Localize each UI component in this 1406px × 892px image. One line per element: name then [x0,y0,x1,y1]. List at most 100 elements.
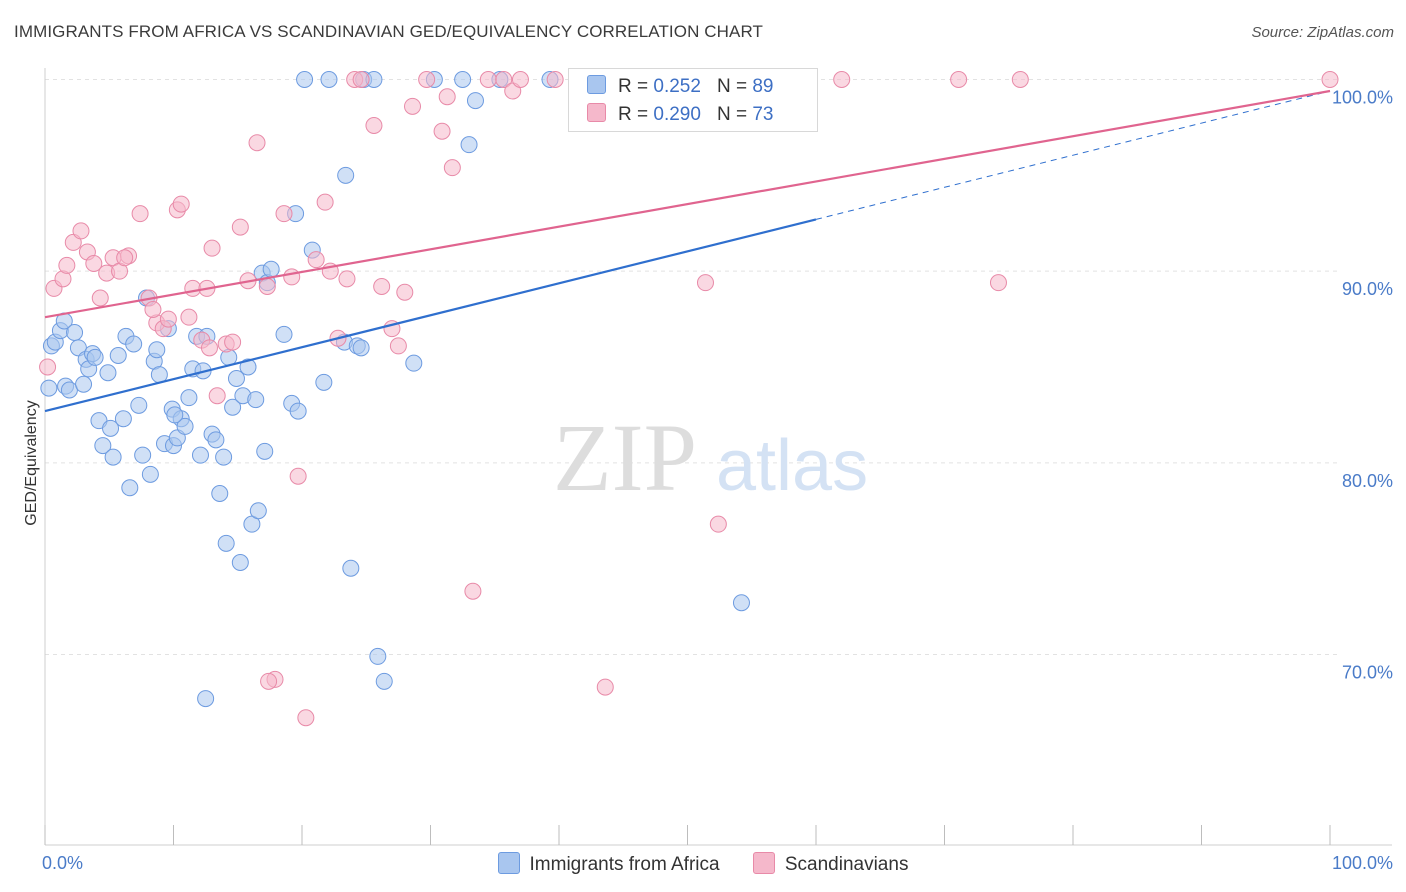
chart-title: IMMIGRANTS FROM AFRICA VS SCANDINAVIAN G… [14,22,764,41]
legend-swatch-blue [587,75,606,94]
data-point [297,709,315,727]
y-tick-label: 90.0% [1342,279,1393,299]
data-point [249,502,267,520]
axis-labels: 70.0% 80.0% 90.0% 100.0% 0.0% 100.0% GED/Equiv… [23,88,1393,874]
data-point [200,339,218,357]
data-point [159,310,177,328]
watermark: ZIP atlas [553,404,868,511]
data-point [375,672,393,690]
data-point [342,559,360,577]
data-point [40,379,58,397]
data-point [109,347,127,364]
data-point [275,325,293,343]
data-point [352,71,370,88]
legend-n-label: N = [716,76,748,97]
data-point [464,582,482,600]
data-point [131,205,149,223]
data-point [256,442,274,460]
data-point [479,71,497,88]
data-point [258,278,276,295]
data-point [39,358,57,376]
data-point [224,398,242,416]
data-point [104,448,122,466]
data-point [203,239,221,257]
correlation-legend: R = 0.252 N = 89 R = 0.290 N = 73 [568,68,818,132]
legend-swatch-blue [497,852,520,874]
data-point [207,431,225,449]
legend-r-label: R = [618,104,649,125]
data-point [460,136,478,154]
legend-r-value: 0.290 [653,104,701,125]
data-point [315,373,333,391]
data-point [172,195,190,213]
y-tick-label: 70.0% [1342,663,1393,683]
data-point [307,251,325,269]
data-point [72,222,90,240]
series-immigrants-from-africa [40,71,750,708]
data-point [60,381,78,399]
data-point [365,117,383,134]
data-point [227,370,245,387]
data-point [102,419,120,437]
data-point [148,341,166,359]
data-point [215,448,233,466]
data-point [262,260,280,278]
data-point [596,678,614,696]
x-tick-label: 100.0% [1332,853,1393,873]
data-point [208,387,226,405]
data-point [337,166,355,184]
watermark-atlas: atlas [716,426,868,506]
data-point [75,375,93,393]
legend-r-label: R = [618,76,649,97]
data-point [91,289,109,307]
data-point [709,515,727,533]
data-point [495,71,513,88]
data-point [180,308,198,326]
data-point [546,71,564,88]
data-point [389,337,407,355]
data-point [184,279,202,297]
trend-line-africa [44,218,817,413]
data-point [134,446,152,464]
data-point [125,335,143,353]
data-point [211,485,229,502]
data-point [114,410,132,428]
data-point [732,594,750,612]
data-point [833,71,851,88]
data-point [176,417,194,435]
series-legend: Immigrants from Africa Scandinavians [0,852,1406,876]
data-point [989,274,1007,292]
data-point [396,283,414,301]
data-point [296,71,314,88]
data-point [283,268,301,286]
data-point [1011,71,1029,88]
data-point [217,534,235,552]
data-point [418,71,436,88]
data-point [94,437,112,455]
data-point [950,71,968,88]
data-point [121,479,139,497]
legend-item-africa: Immigrants from Africa [497,852,720,876]
legend-swatch-pink [752,852,775,874]
x-tick-label: 0.0% [42,853,83,873]
data-point [141,465,159,483]
data-point [404,97,422,115]
trend-line-scandinavians [44,89,1331,319]
data-point [260,672,278,690]
data-point [511,71,529,88]
watermark-zip: ZIP [553,404,697,511]
legend-row-africa: R = 0.252 N = 89 [587,75,773,98]
data-point [99,364,117,382]
data-point [373,278,391,295]
data-point [316,193,334,211]
legend-label-scandinavians: Scandinavians [784,854,909,875]
data-point [443,159,461,177]
data-point [197,690,215,708]
data-point [289,467,307,485]
data-point [86,348,104,366]
data-point [369,647,387,665]
data-point [248,134,266,152]
legend-item-scandinavians: Scandinavians [752,852,909,876]
data-point [116,249,134,267]
